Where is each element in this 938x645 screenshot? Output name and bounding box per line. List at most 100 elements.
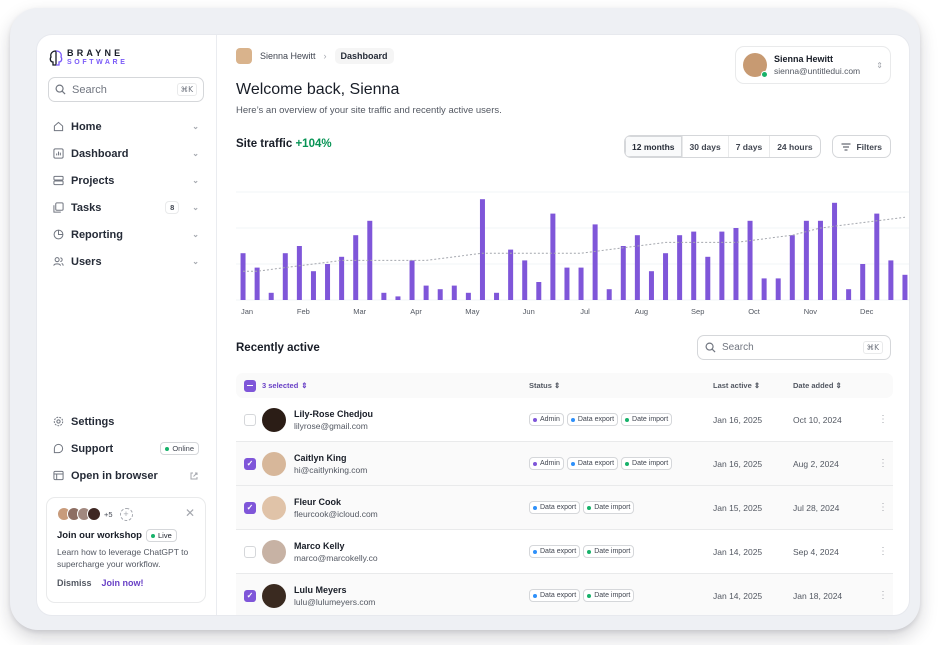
- extra-attendees-count: +5: [104, 509, 113, 519]
- status-badge: Data export: [566, 457, 619, 470]
- status-label: Data export: [577, 416, 615, 423]
- date-added-cell: Jul 28, 2024: [793, 502, 840, 513]
- range-24-hours[interactable]: 24 hours: [769, 136, 819, 157]
- status-dot: [587, 549, 592, 554]
- user-name[interactable]: Fleur Cook: [294, 496, 342, 507]
- chevron-down-icon: ⌄: [192, 149, 199, 158]
- selected-count-header[interactable]: 3 selected ⇕: [262, 381, 308, 390]
- sidebar-item-reporting[interactable]: Reporting ⌄: [47, 221, 205, 248]
- sidebar-item-label: Dashboard: [71, 147, 129, 160]
- row-checkbox[interactable]: ✓: [244, 501, 256, 514]
- row-actions-button[interactable]: ⋮: [878, 414, 888, 425]
- account-switcher[interactable]: Sienna Hewitt sienna@untitledui.com ⇕: [735, 46, 891, 84]
- sidebar-item-open-in-browser[interactable]: Open in browser: [47, 462, 205, 489]
- sidebar-item-settings[interactable]: Settings: [47, 408, 205, 435]
- sidebar-item-users[interactable]: Users ⌄: [47, 248, 205, 275]
- page-title: Welcome back, Sienna: [236, 81, 400, 98]
- row-actions-button[interactable]: ⋮: [878, 458, 888, 469]
- sort-icon: ⇕: [554, 381, 561, 390]
- sort-icon: ⇕: [301, 381, 308, 390]
- chart-bar: [367, 220, 373, 300]
- users-search-input[interactable]: Search ⌘K: [697, 335, 891, 360]
- user-name[interactable]: Caitlyn King: [294, 452, 347, 463]
- row-actions-button[interactable]: ⋮: [878, 502, 888, 513]
- user-email: lilyrose@gmail.com: [294, 420, 368, 431]
- status-badge: Data export: [566, 413, 619, 426]
- chevron-right-icon: ›: [323, 51, 327, 61]
- row-actions-button[interactable]: ⋮: [878, 590, 888, 601]
- chevron-down-icon: ⌄: [192, 230, 199, 239]
- chevron-down-icon: ⌄: [192, 122, 199, 131]
- user-name[interactable]: Lily-Rose Chedjou: [294, 408, 374, 419]
- date-added-header-label: Date added: [793, 381, 834, 390]
- filters-button[interactable]: Filters: [832, 135, 891, 158]
- sidebar-item-projects[interactable]: Projects ⌄: [47, 167, 205, 194]
- sidebar-item-dashboard[interactable]: Dashboard ⌄: [47, 140, 205, 167]
- table-row[interactable]: Marco Kelly marco@marcokelly.co Data expor…: [236, 530, 893, 574]
- status-label: Date import: [632, 416, 669, 423]
- row-checkbox[interactable]: [244, 545, 256, 558]
- sidebar-item-support[interactable]: Support Online: [47, 435, 205, 462]
- search-placeholder: Search: [72, 83, 107, 96]
- users-table: 3 selected ⇕ Status ⇕ Last active ⇕ Date …: [236, 373, 893, 615]
- table-row[interactable]: ✓ Fleur Cook fleurcook@icloud.com Data expo…: [236, 486, 893, 530]
- sidebar-search-input[interactable]: Search ⌘K: [48, 77, 204, 102]
- chart-bar: [634, 235, 640, 300]
- join-now-button[interactable]: Join now!: [101, 578, 144, 588]
- user-name[interactable]: Marco Kelly: [294, 540, 345, 551]
- brand-logo[interactable]: BRAYNE SOFTWARE: [49, 49, 127, 66]
- dismiss-button[interactable]: Dismiss: [57, 578, 92, 588]
- status-column-header[interactable]: Status ⇕: [529, 381, 713, 390]
- sidebar-item-label: Users: [71, 255, 102, 268]
- chart-bar: [437, 289, 443, 300]
- range-30-days[interactable]: 30 days: [681, 136, 728, 157]
- user-name[interactable]: Lulu Meyers: [294, 584, 347, 595]
- row-checkbox[interactable]: ✓: [244, 457, 256, 470]
- range-12-months[interactable]: 12 months: [625, 136, 682, 157]
- row-actions-button[interactable]: ⋮: [878, 546, 888, 557]
- breadcrumb-current[interactable]: Dashboard: [334, 48, 394, 64]
- avatar: [236, 48, 252, 64]
- sidebar-item-label: Open in browser: [71, 469, 158, 482]
- sidebar-item-home[interactable]: Home ⌄: [47, 113, 205, 140]
- chart-bar: [860, 264, 866, 300]
- last-active-column-header[interactable]: Last active ⇕: [713, 381, 793, 390]
- status-badge: Date import: [621, 457, 673, 470]
- status-dot: [587, 593, 592, 598]
- online-label: Online: [172, 444, 194, 453]
- x-tick-label: Sep: [691, 307, 704, 316]
- sidebar-item-tasks[interactable]: Tasks 8 ⌄: [47, 194, 205, 221]
- sidebar-item-label: Settings: [71, 415, 115, 428]
- date-added-column-header[interactable]: Date added ⇕: [793, 381, 873, 390]
- row-checkbox[interactable]: [244, 413, 256, 426]
- bar-chart-icon: [53, 148, 64, 159]
- chart-bar: [522, 260, 528, 300]
- add-attendee-button[interactable]: +: [119, 507, 133, 521]
- chart-bar: [310, 271, 316, 300]
- table-header: 3 selected ⇕ Status ⇕ Last active ⇕ Date …: [236, 373, 893, 398]
- avatar: [262, 407, 286, 432]
- search-shortcut: ⌘K: [862, 341, 883, 354]
- status-dot: [570, 461, 575, 466]
- select-all-checkbox[interactable]: [244, 379, 256, 392]
- table-row[interactable]: ✓ Caitlyn King hi@caitlynking.com Admin Data…: [236, 442, 893, 486]
- chart-bar: [592, 224, 598, 300]
- home-icon: [53, 121, 64, 132]
- chart-bar: [353, 235, 359, 300]
- tasks-count-badge: 8: [165, 201, 180, 214]
- table-row[interactable]: ✓ Lulu Meyers lulu@lulumeyers.com Data expo…: [236, 574, 893, 615]
- x-tick-label: Mar: [353, 307, 366, 316]
- user-email: marco@marcokelly.co: [294, 552, 378, 563]
- status-dot: [533, 461, 537, 466]
- status-label: Date import: [594, 504, 631, 511]
- row-checkbox[interactable]: ✓: [244, 589, 256, 602]
- breadcrumb-user[interactable]: Sienna Hewitt: [260, 51, 316, 61]
- chart-bar: [409, 260, 415, 300]
- range-7-days[interactable]: 7 days: [727, 136, 769, 157]
- close-icon[interactable]: ✕: [184, 506, 195, 520]
- date-added-cell: Aug 2, 2024: [793, 458, 839, 469]
- table-row[interactable]: Lily-Rose Chedjou lilyrose@gmail.com Admin…: [236, 398, 893, 442]
- last-active-header-label: Last active: [713, 381, 752, 390]
- brand-tagline: SOFTWARE: [67, 59, 128, 66]
- live-label: Live: [157, 531, 172, 540]
